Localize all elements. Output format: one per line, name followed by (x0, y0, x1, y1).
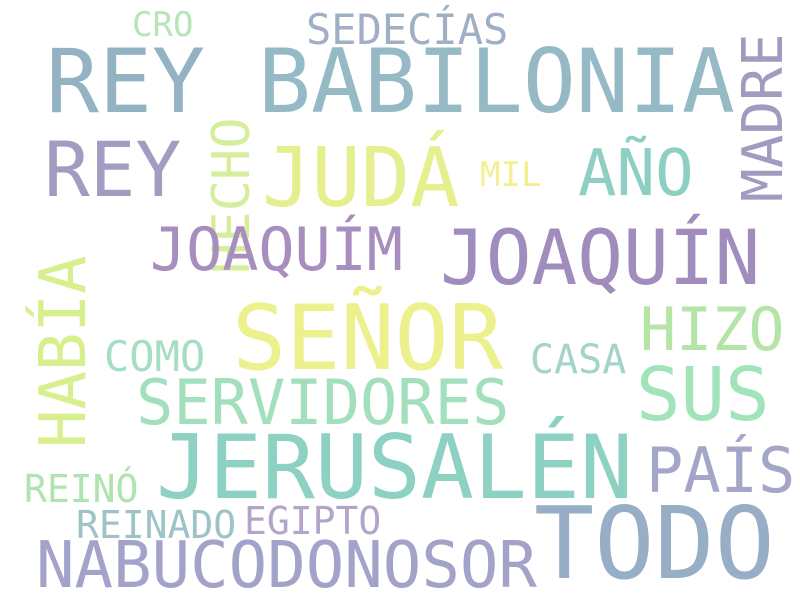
word-rey-top: REY (46, 30, 205, 133)
word-mil: MIL (480, 155, 542, 195)
word-egipto: EGIPTO (244, 499, 382, 543)
word-juda: JUDÁ (262, 131, 460, 226)
word-ano: AÑO (578, 137, 694, 211)
word-pais: PAÍS (646, 434, 796, 507)
word-todo: TODO (534, 485, 775, 600)
word-sedecias: SEDECÍAS (306, 5, 509, 54)
word-cro: CRO (132, 5, 194, 45)
word-como: COMO (104, 332, 206, 381)
word-rey: REY (44, 125, 182, 214)
word-senor: SEÑOR (232, 286, 503, 391)
word-joaquin: JOAQUÍN (440, 213, 761, 302)
word-joaquim: JOAQUÍM (150, 215, 403, 285)
word-habia: HABÍA (27, 255, 101, 448)
word-jerusalen: JERUSALÉN (156, 416, 633, 519)
word-babilonia: BABILONIA (258, 30, 735, 133)
word-reinado: REINADO (76, 503, 237, 547)
word-hizo: HIZO (640, 295, 785, 365)
word-servidores: SERVIDORES (136, 366, 510, 439)
word-reino: REINÓ (24, 467, 139, 511)
word-casa: CASA (530, 337, 627, 383)
word-nabucodonosor: NABUCODONOSOR (36, 529, 537, 600)
word-sus: SUS (636, 352, 770, 438)
word-madre: MADRE (731, 33, 796, 202)
